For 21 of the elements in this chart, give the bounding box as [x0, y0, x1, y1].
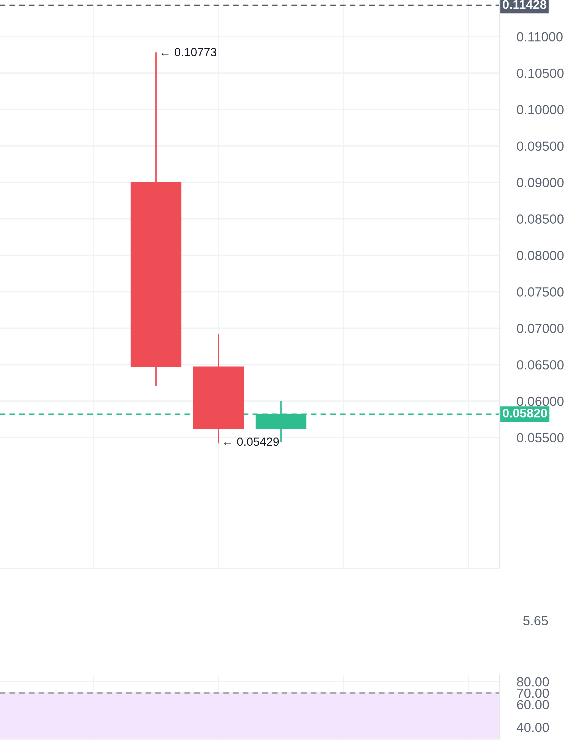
y-tick-label: 60.00 [517, 700, 550, 710]
y-tick-label: 0.06000 [517, 396, 564, 406]
y-tick-label: 0.08000 [517, 251, 564, 260]
y-tick-label: 0.09500 [517, 142, 564, 152]
annotation: ← 0.05429 [224, 438, 280, 446]
y-tick-label: 80.00 [517, 677, 550, 687]
y-tick-label: 0.10000 [517, 105, 564, 115]
y-tick-label: 70.00 [517, 688, 550, 698]
ref-line-label: 0.05820 [502, 408, 548, 418]
y-tick-label: 0.08500 [517, 214, 564, 224]
annotation: ← 0.10773 [162, 48, 217, 57]
y-tick-label: 0.07500 [517, 288, 564, 297]
ref-line-label: 0.11428 [502, 0, 547, 10]
y-tick-label: 0.10500 [517, 68, 564, 78]
y-tick-label: 40.00 [516, 723, 550, 732]
y-tick-label: 0.09000 [517, 178, 564, 188]
y-tick-label: 0.05500 [517, 433, 564, 443]
y-tick-label: 0.07000 [517, 324, 564, 334]
text: 5.65 [524, 616, 548, 626]
y-tick-label: 0.06500 [517, 360, 564, 370]
y-tick-label: 0.11000 [517, 32, 563, 42]
